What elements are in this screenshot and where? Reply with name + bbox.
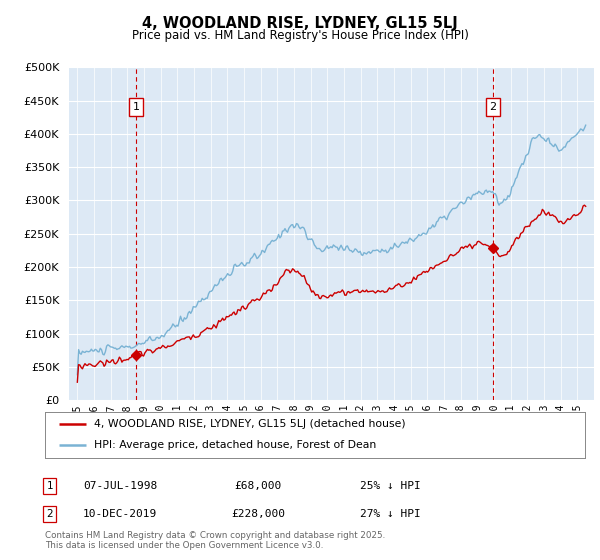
Text: £228,000: £228,000 <box>231 509 285 519</box>
Text: 27% ↓ HPI: 27% ↓ HPI <box>359 509 421 519</box>
Text: 2: 2 <box>46 509 53 519</box>
Text: £68,000: £68,000 <box>235 481 281 491</box>
Text: 1: 1 <box>46 481 53 491</box>
Text: 10-DEC-2019: 10-DEC-2019 <box>83 509 157 519</box>
Text: Price paid vs. HM Land Registry's House Price Index (HPI): Price paid vs. HM Land Registry's House … <box>131 29 469 42</box>
Text: 1: 1 <box>133 102 139 112</box>
Text: 4, WOODLAND RISE, LYDNEY, GL15 5LJ: 4, WOODLAND RISE, LYDNEY, GL15 5LJ <box>142 16 458 31</box>
Text: 2: 2 <box>490 102 497 112</box>
Text: 07-JUL-1998: 07-JUL-1998 <box>83 481 157 491</box>
Text: Contains HM Land Registry data © Crown copyright and database right 2025.
This d: Contains HM Land Registry data © Crown c… <box>45 530 385 550</box>
Text: HPI: Average price, detached house, Forest of Dean: HPI: Average price, detached house, Fore… <box>94 440 376 450</box>
Text: 25% ↓ HPI: 25% ↓ HPI <box>359 481 421 491</box>
Text: 4, WOODLAND RISE, LYDNEY, GL15 5LJ (detached house): 4, WOODLAND RISE, LYDNEY, GL15 5LJ (deta… <box>94 419 405 429</box>
